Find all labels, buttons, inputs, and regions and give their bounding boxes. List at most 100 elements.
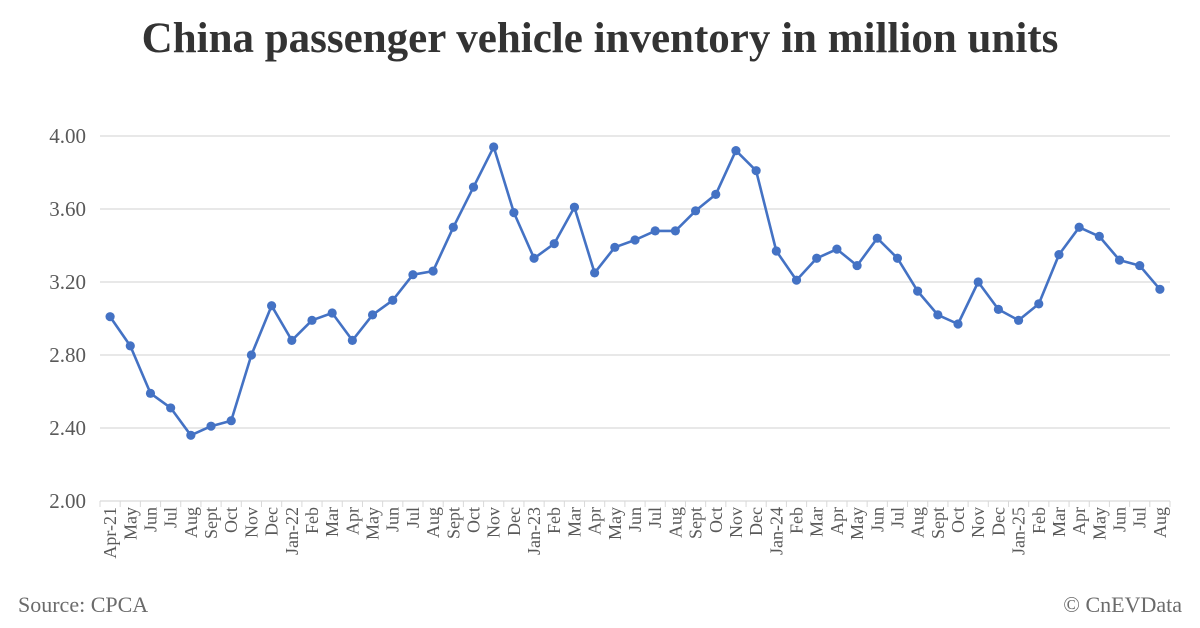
data-point <box>347 335 357 345</box>
y-tick-label: 2.80 <box>49 343 86 367</box>
x-tick-label: Aug <box>1150 507 1170 538</box>
x-tick-label: Jul <box>887 507 907 528</box>
x-tick-label: Mar <box>564 507 584 537</box>
x-tick-label: Oct <box>706 507 726 533</box>
data-point <box>287 335 297 345</box>
x-tick-label: Dec <box>746 507 766 536</box>
x-tick-label: May <box>1089 507 1109 540</box>
data-point <box>1135 260 1145 271</box>
y-tick-label: 2.00 <box>49 489 86 513</box>
x-tick-label: Dec <box>504 507 524 536</box>
x-tick-label: May <box>847 507 867 540</box>
y-tick-label: 2.40 <box>49 416 86 440</box>
x-tick-label: Jun <box>867 507 887 532</box>
x-tick-label: Aug <box>665 507 685 538</box>
x-tick-label: Sept <box>928 507 948 539</box>
x-tick-label: Aug <box>423 507 443 538</box>
data-point <box>166 403 176 413</box>
data-point <box>771 246 781 256</box>
x-tick-label: Oct <box>948 507 968 533</box>
x-tick-label: Jun <box>140 507 160 532</box>
x-tick-label: Oct <box>463 507 483 533</box>
x-tick-label: Oct <box>221 507 241 533</box>
data-point <box>1013 315 1024 325</box>
data-point <box>1094 231 1104 241</box>
data-point <box>509 208 519 218</box>
data-point <box>993 304 1003 314</box>
data-point <box>408 270 418 280</box>
data-point <box>791 275 802 285</box>
data-point <box>529 253 539 263</box>
data-point <box>1054 250 1064 260</box>
data-point <box>610 242 620 252</box>
data-point <box>388 295 398 305</box>
data-point <box>186 430 196 440</box>
x-tick-label: May <box>363 507 383 540</box>
y-tick-label: 3.20 <box>49 270 86 294</box>
data-point <box>892 253 903 263</box>
data-point <box>206 421 216 431</box>
x-tick-label: Jan-22 <box>282 507 302 555</box>
data-point <box>226 416 236 426</box>
x-tick-label: Jan-24 <box>766 507 786 555</box>
data-point <box>549 239 559 249</box>
x-tick-label: Apr-21 <box>100 507 120 559</box>
data-point <box>468 182 479 192</box>
x-tick-label: Nov <box>484 507 504 538</box>
x-tick-label: Nov <box>968 507 988 538</box>
x-tick-label: Sept <box>443 507 463 539</box>
x-tick-label: Feb <box>787 507 807 534</box>
x-tick-label: Jul <box>403 507 423 528</box>
data-point <box>105 312 115 322</box>
data-point <box>933 310 943 320</box>
data-point <box>913 286 923 296</box>
data-point <box>812 253 822 263</box>
x-tick-label: Jul <box>645 507 665 528</box>
data-point <box>731 146 741 156</box>
data-point <box>1114 255 1125 265</box>
data-point <box>973 277 983 287</box>
data-point <box>489 142 499 152</box>
x-tick-label: May <box>120 507 140 540</box>
x-tick-label: Jun <box>1110 507 1130 532</box>
data-point <box>751 166 761 176</box>
data-point <box>872 233 882 243</box>
data-point <box>448 222 458 232</box>
source-note: Source: CPCA <box>18 592 149 617</box>
x-tick-label: May <box>605 507 625 540</box>
x-tick-label: Aug <box>908 507 928 538</box>
data-point <box>428 266 438 276</box>
series-line <box>109 145 1161 437</box>
data-point <box>307 315 317 325</box>
data-point <box>1034 299 1044 309</box>
data-point <box>630 235 640 245</box>
data-point <box>327 308 337 318</box>
data-point <box>690 206 701 216</box>
x-tick-label: Sept <box>201 507 221 539</box>
x-tick-label: Jan-25 <box>1009 507 1029 555</box>
data-point <box>145 388 156 398</box>
x-tick-label: Mar <box>807 507 827 537</box>
x-tick-label: Nov <box>241 507 261 538</box>
data-point <box>852 260 862 271</box>
x-tick-label: Aug <box>181 507 201 538</box>
x-tick-label: Jul <box>1130 507 1150 528</box>
data-point <box>569 202 580 212</box>
data-point <box>267 301 277 311</box>
x-tick-label: Jun <box>625 507 645 532</box>
x-tick-label: Jun <box>383 507 403 532</box>
chart-title: China passenger vehicle inventory in mil… <box>141 15 1059 62</box>
data-point <box>670 226 680 236</box>
x-tick-label: Apr <box>827 507 847 535</box>
data-point <box>711 189 721 199</box>
data-point <box>650 226 660 236</box>
x-tick-label: Jan-23 <box>524 507 544 555</box>
x-tick-label: Sept <box>686 507 706 539</box>
y-tick-label: 3.60 <box>49 197 86 221</box>
x-tick-label: Mar <box>322 507 342 537</box>
data-point <box>125 341 135 351</box>
x-tick-label: Feb <box>302 507 322 534</box>
x-tick-label: Nov <box>726 507 746 538</box>
